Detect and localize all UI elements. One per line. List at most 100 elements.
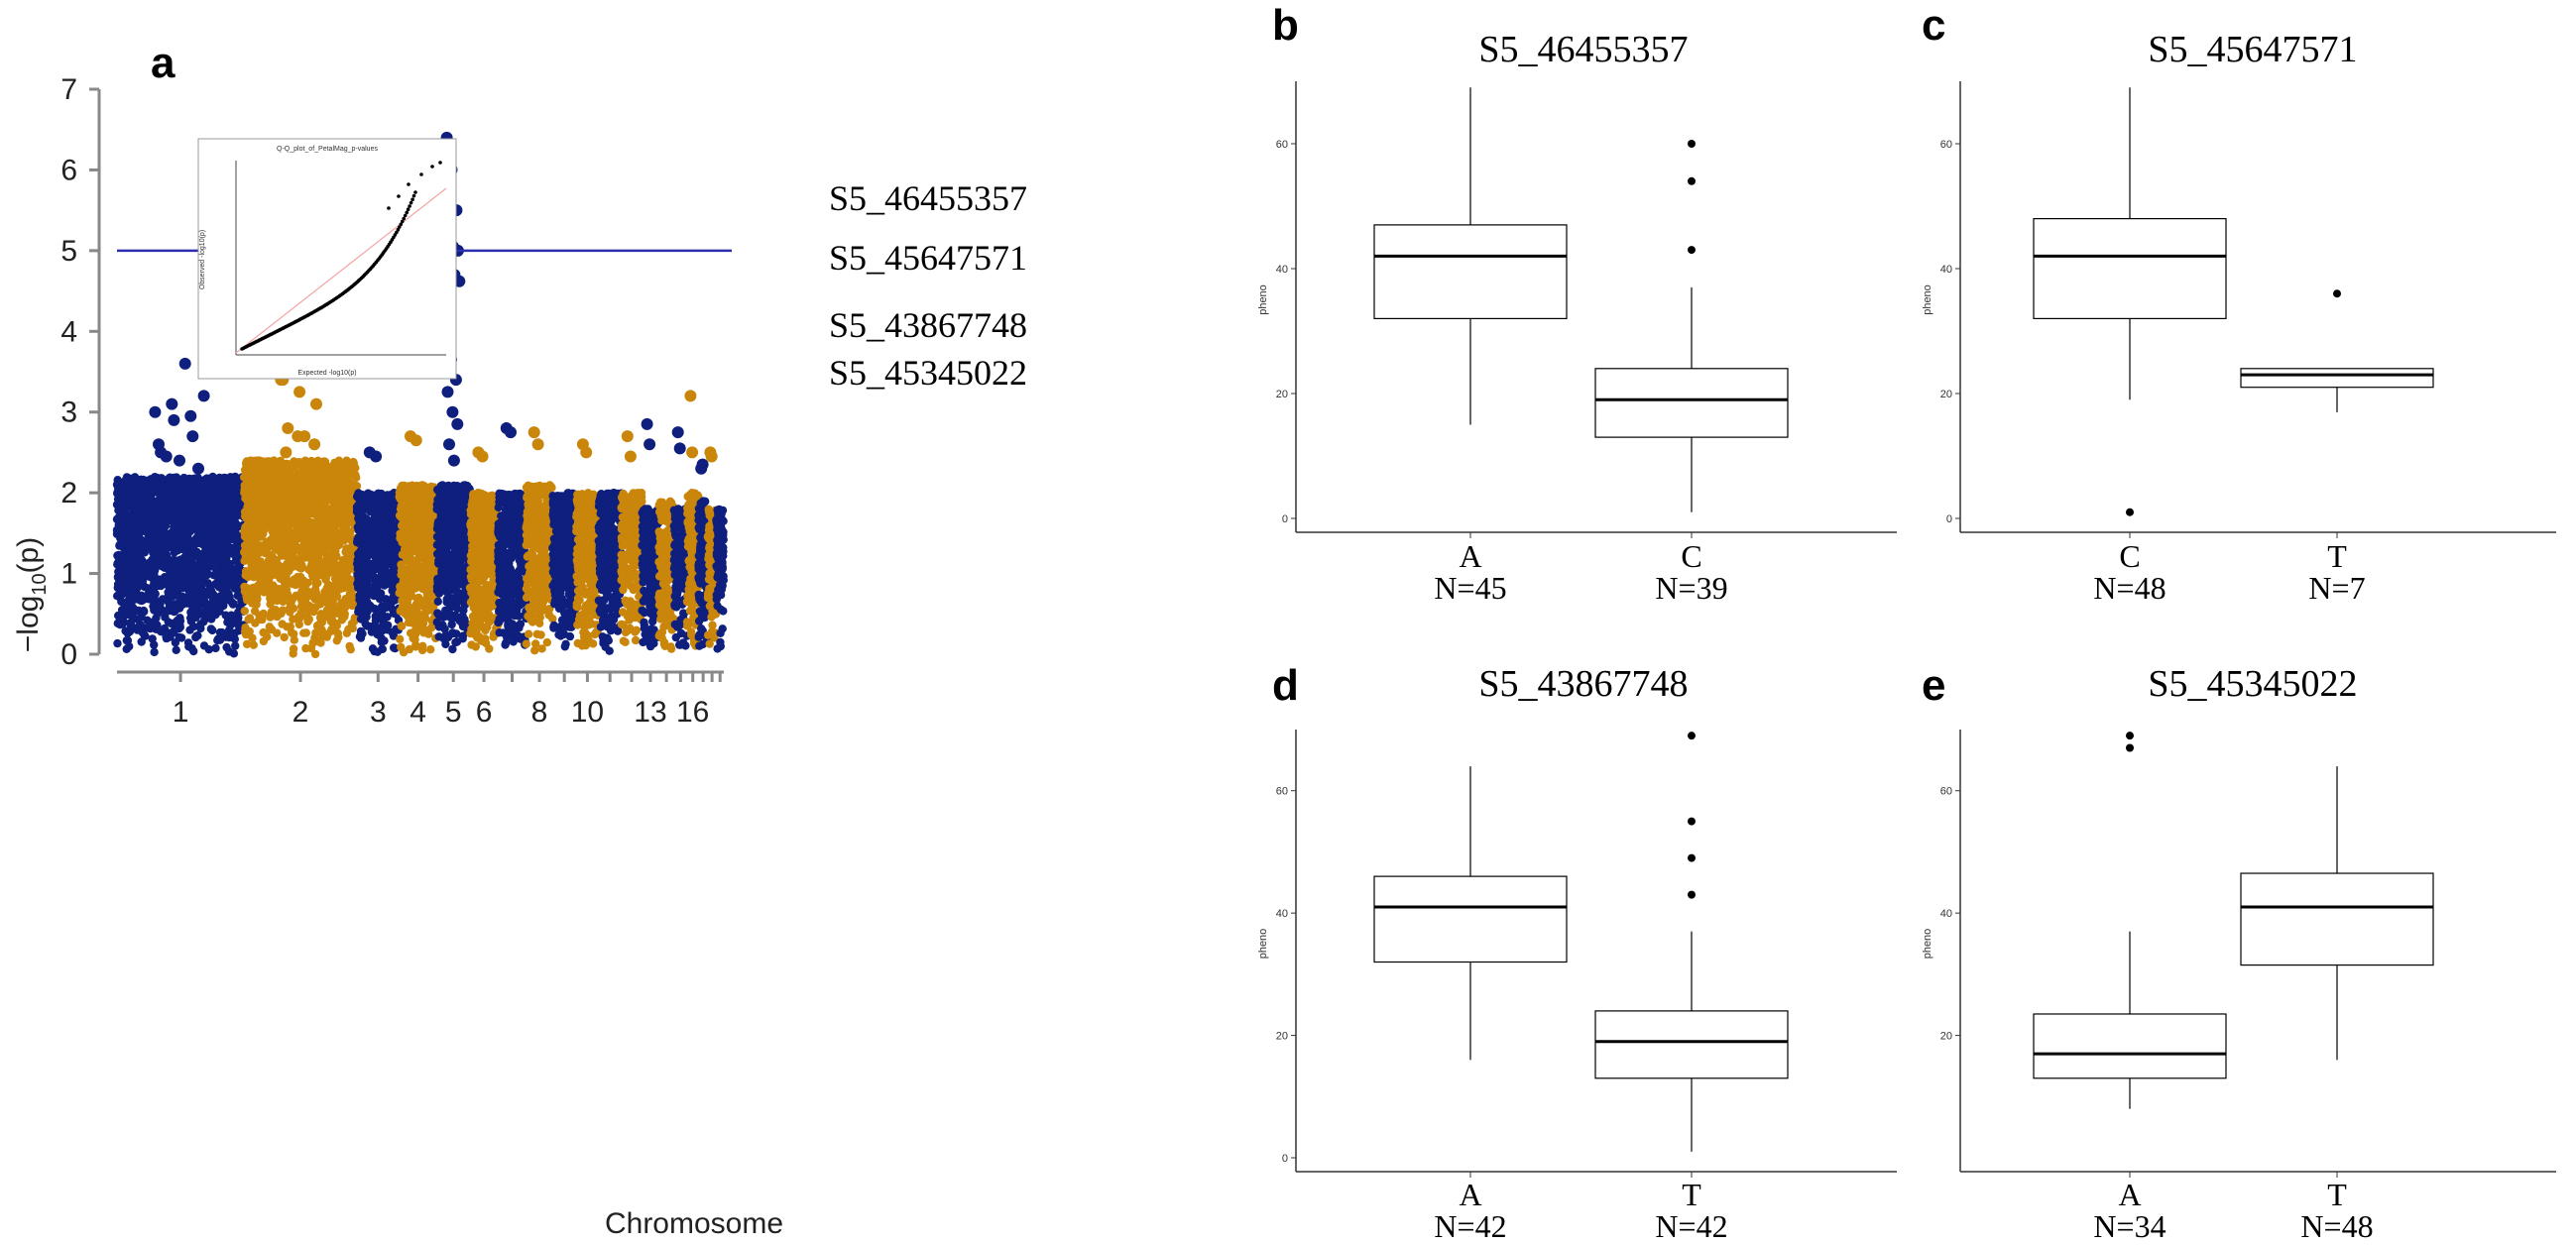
snp-point (114, 493, 124, 502)
snp-point (417, 583, 427, 592)
snp-point (277, 474, 286, 483)
snp-point (137, 637, 146, 646)
snp-point (191, 632, 200, 642)
snp-point (384, 493, 393, 502)
panel-letter-a: a (151, 39, 176, 87)
snp-point (423, 543, 432, 552)
snp-point (340, 610, 349, 619)
snp-point (299, 628, 308, 637)
snp-point (290, 554, 298, 563)
snp-point (319, 545, 328, 554)
snp-point (254, 464, 263, 474)
snp-point (278, 551, 287, 560)
snp-point (288, 595, 297, 604)
snp-point (252, 555, 261, 564)
snp-point (384, 621, 393, 630)
snp-point (354, 607, 364, 616)
snp-point (401, 552, 410, 561)
snp-point (387, 528, 396, 537)
snp-point (148, 485, 157, 494)
snp-point (410, 517, 420, 527)
snp-point (185, 625, 194, 634)
snp-point (412, 602, 422, 612)
snp-point (137, 556, 146, 566)
snp-point (421, 514, 431, 524)
snp-point (128, 531, 138, 541)
snp-point (259, 636, 269, 646)
snp-point (356, 547, 365, 556)
snp-point (121, 607, 130, 617)
snp-point (331, 603, 340, 612)
snp-point (287, 537, 295, 546)
snp-point (396, 634, 405, 643)
snp-point (231, 641, 240, 650)
snp-point (375, 526, 384, 535)
snp-point (263, 468, 273, 478)
snp-point (377, 514, 386, 523)
snp-point (115, 615, 125, 623)
snp-point (358, 534, 367, 543)
snp-point (434, 556, 443, 565)
snp-point (185, 499, 194, 508)
snp-point (242, 583, 251, 593)
snp-point (228, 566, 237, 575)
snp-point (267, 567, 276, 577)
snp-point (307, 518, 316, 527)
snp-point (266, 624, 275, 634)
snp-point (304, 615, 313, 623)
snp-point (340, 503, 350, 512)
snp-point (186, 522, 196, 531)
snp-point (211, 643, 220, 653)
snp-point (278, 606, 288, 615)
snp-point (259, 570, 268, 580)
snp-point (170, 474, 178, 483)
snp-point (300, 512, 310, 521)
snp-point (196, 538, 205, 548)
snp-point (145, 524, 154, 533)
snp-point (140, 482, 149, 491)
snp-point (162, 504, 171, 512)
snp-point (434, 611, 443, 620)
snp-point (195, 589, 204, 599)
snp-point (322, 584, 331, 593)
snp-point (325, 553, 334, 563)
snp-point (416, 549, 425, 559)
snp-point (133, 496, 143, 505)
snp-point (286, 622, 294, 631)
snp-point (165, 565, 174, 575)
snp-point (299, 538, 309, 547)
snp-point (224, 488, 233, 497)
snp-point (347, 620, 357, 628)
snp-point (310, 539, 320, 548)
snp-point (179, 533, 188, 543)
snp-point (285, 577, 294, 586)
snp-point (410, 509, 420, 517)
snp-point (225, 647, 234, 656)
snp-point (306, 565, 316, 574)
snp-point (171, 499, 179, 509)
snp-point (247, 568, 257, 577)
snp-point (217, 584, 226, 593)
snp-point (276, 574, 285, 583)
snp-point (354, 502, 364, 510)
snp-point (310, 595, 320, 604)
snp-point (325, 509, 334, 518)
snp-point (217, 486, 227, 495)
snp-point (240, 607, 249, 616)
snp-point (365, 602, 374, 612)
snp-point (131, 507, 140, 515)
snp-point (153, 609, 163, 619)
snp-point (334, 583, 343, 592)
snp-point (402, 606, 410, 615)
snp-point (333, 535, 342, 544)
snp-point (172, 645, 180, 654)
snp-point (295, 524, 305, 533)
snp-point (212, 531, 222, 540)
snp-point (189, 646, 198, 656)
snp-point (334, 481, 343, 490)
snp-point (398, 622, 407, 630)
snp-point (374, 490, 384, 499)
snp-point (432, 532, 442, 541)
snp-point (150, 647, 159, 657)
snp-point (224, 576, 234, 585)
